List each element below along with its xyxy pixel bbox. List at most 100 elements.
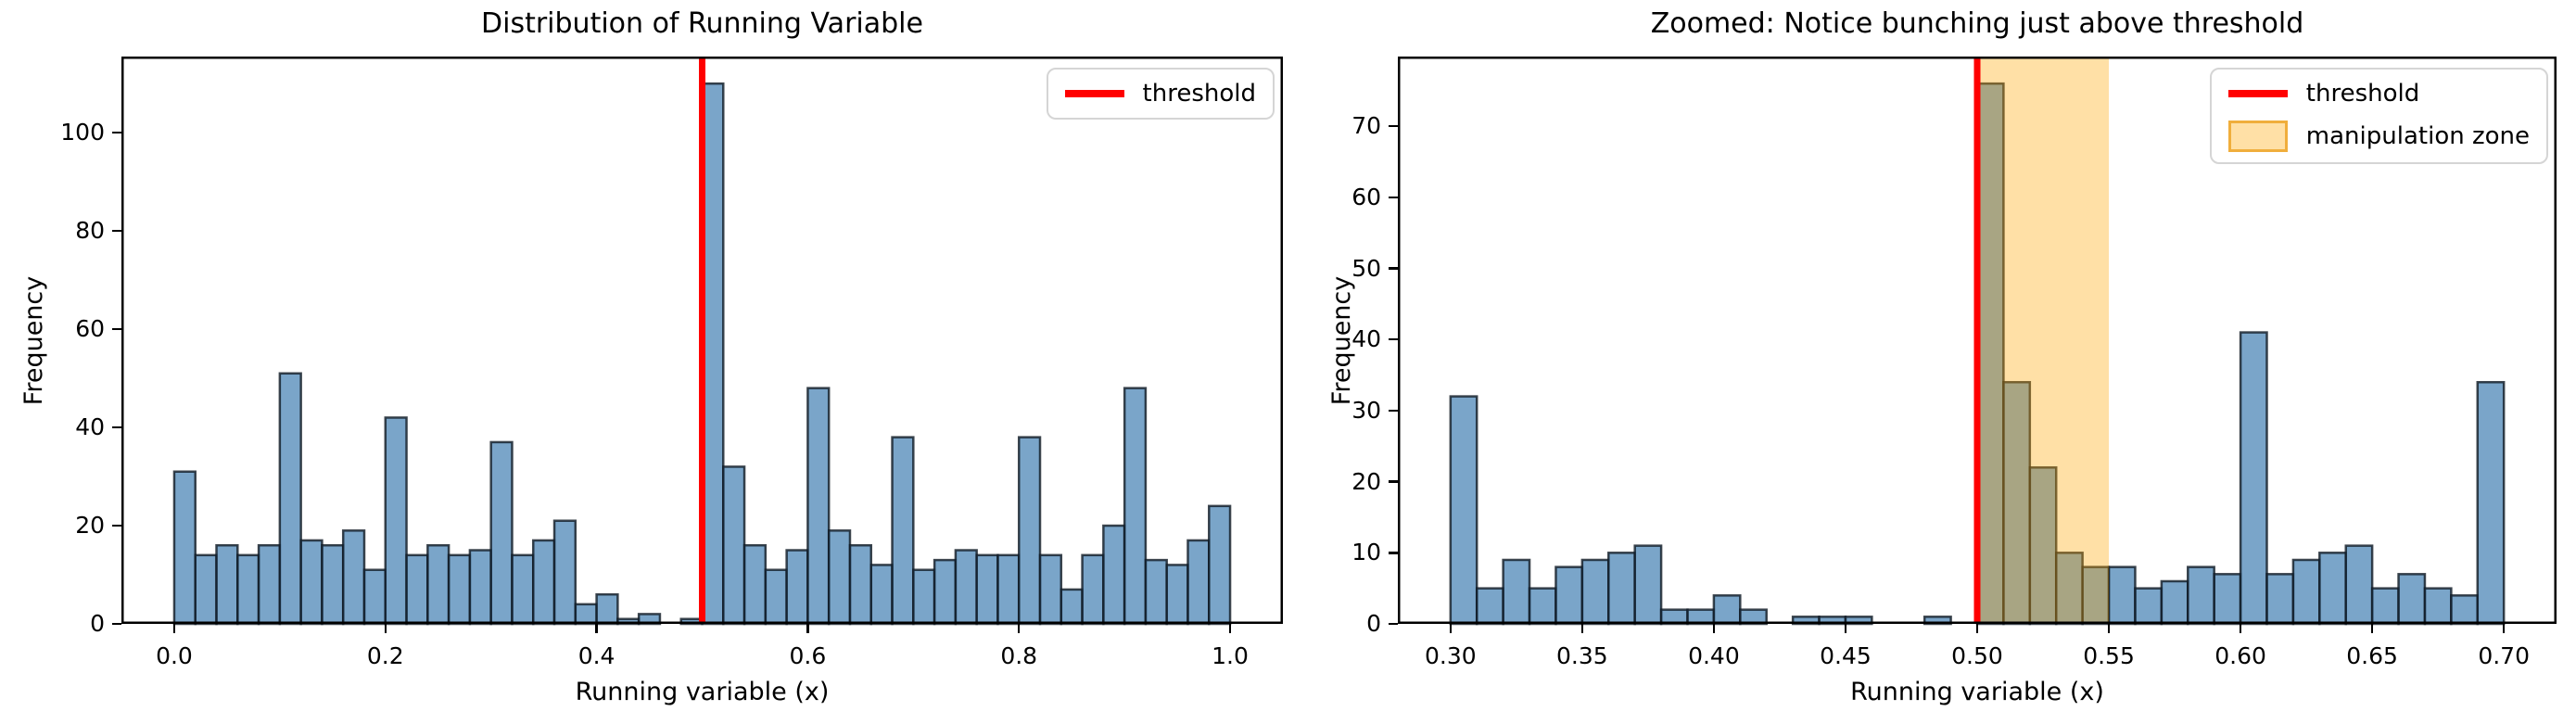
y-tick-label: 30 bbox=[1351, 396, 1381, 424]
plot-area bbox=[1398, 57, 2557, 626]
x-tick-label: 0.40 bbox=[1688, 642, 1740, 669]
histogram-bar bbox=[1554, 565, 1584, 626]
histogram-bar bbox=[341, 529, 366, 626]
manipulation-zone-swatch bbox=[2227, 121, 2288, 152]
y-tick-label: 50 bbox=[1351, 254, 1381, 282]
legend-label: threshold bbox=[1142, 80, 1256, 108]
histogram-bar bbox=[2081, 565, 2111, 626]
histogram-bar bbox=[2187, 565, 2215, 626]
y-tick-label: 40 bbox=[75, 413, 105, 441]
x-tick-mark bbox=[172, 624, 176, 633]
histogram-bar bbox=[574, 603, 598, 626]
histogram-bar bbox=[764, 568, 788, 626]
histogram-bar bbox=[1580, 558, 1610, 626]
histogram-bar bbox=[2002, 380, 2032, 626]
x-axis-label: Running variable (x) bbox=[1850, 678, 2104, 706]
y-tick-label: 60 bbox=[1351, 183, 1381, 210]
histogram-bar bbox=[215, 543, 239, 626]
histogram-bar bbox=[278, 372, 302, 626]
x-tick-label: 0.8 bbox=[1000, 642, 1038, 669]
histogram-bar bbox=[362, 568, 387, 626]
histogram-bar bbox=[2318, 552, 2347, 626]
legend-item-threshold: threshold bbox=[2227, 80, 2530, 108]
histogram-bar bbox=[2450, 594, 2480, 626]
x-tick-label: 0.45 bbox=[1820, 642, 1872, 669]
plot-title: Zoomed: Notice bunching just above thres… bbox=[1650, 7, 2304, 40]
histogram-bar bbox=[2344, 544, 2374, 626]
histogram-bar bbox=[1102, 524, 1126, 626]
plot-area bbox=[121, 57, 1283, 626]
histogram-bar bbox=[975, 553, 999, 626]
y-tick-label: 20 bbox=[1351, 467, 1381, 495]
x-tick-label: 0.55 bbox=[2083, 642, 2135, 669]
legend-label: manipulation zone bbox=[2305, 122, 2530, 150]
legend: threshold manipulation zone bbox=[2209, 68, 2548, 164]
x-tick-mark bbox=[595, 624, 598, 633]
histogram-bar bbox=[1060, 588, 1084, 626]
x-tick-mark bbox=[1017, 624, 1021, 633]
subplot-distribution: Distribution of Running Variable Frequen… bbox=[20, 7, 1283, 706]
histogram-bar bbox=[954, 549, 978, 626]
histogram-bar bbox=[785, 549, 809, 626]
histogram-bar bbox=[447, 553, 472, 626]
histogram-bar bbox=[2291, 558, 2321, 626]
histogram-bar bbox=[2423, 587, 2453, 626]
histogram-bar bbox=[891, 436, 915, 626]
y-tick-mark bbox=[1389, 409, 1398, 413]
histogram-bar bbox=[2134, 587, 2164, 626]
histogram-bar bbox=[2239, 331, 2268, 626]
axes-spines bbox=[1398, 57, 2557, 624]
histogram-bar bbox=[1449, 395, 1478, 626]
x-tick-label: 0.4 bbox=[577, 642, 615, 669]
y-tick-label: 20 bbox=[75, 512, 105, 540]
x-tick-mark bbox=[1975, 624, 1979, 633]
y-tick-mark bbox=[1389, 196, 1398, 199]
x-tick-label: 0.6 bbox=[789, 642, 827, 669]
y-tick-mark bbox=[112, 131, 121, 134]
x-tick-label: 0.70 bbox=[2478, 642, 2530, 669]
histogram-bar bbox=[1038, 553, 1063, 626]
histogram-bar bbox=[1186, 539, 1211, 626]
histogram-bar bbox=[321, 543, 345, 626]
x-tick-mark bbox=[2370, 624, 2374, 633]
x-tick-mark bbox=[2239, 624, 2242, 633]
manipulation-zone bbox=[1977, 57, 2110, 624]
x-tick-label: 0.65 bbox=[2346, 642, 2398, 669]
histogram-bar bbox=[912, 568, 936, 626]
x-tick-mark bbox=[806, 624, 809, 633]
y-tick-mark bbox=[112, 622, 121, 626]
histogram-bar bbox=[384, 416, 408, 626]
x-axis-label: Running variable (x) bbox=[575, 678, 830, 706]
histogram-bar bbox=[2397, 573, 2427, 626]
x-tick-label: 0.35 bbox=[1556, 642, 1608, 669]
x-tick-mark bbox=[2107, 624, 2111, 633]
histogram-bar bbox=[552, 519, 577, 626]
histogram-bar bbox=[722, 465, 746, 626]
y-tick-mark bbox=[112, 524, 121, 527]
histogram-bar bbox=[1017, 436, 1042, 626]
histogram-bar bbox=[405, 553, 429, 626]
histogram-bar bbox=[2370, 587, 2400, 626]
histogram-bar bbox=[489, 440, 514, 626]
y-tick-mark bbox=[112, 327, 121, 331]
histogram-bar bbox=[1712, 594, 1742, 626]
histogram-bar bbox=[1081, 553, 1105, 626]
y-tick-mark bbox=[1389, 480, 1398, 483]
legend-item-threshold: threshold bbox=[1064, 80, 1256, 108]
x-tick-label: 0.30 bbox=[1424, 642, 1477, 669]
histogram-bar bbox=[996, 553, 1021, 626]
y-tick-mark bbox=[112, 229, 121, 233]
x-tick-mark bbox=[1844, 624, 1847, 633]
x-tick-label: 0.60 bbox=[2214, 642, 2266, 669]
histogram-bar bbox=[595, 592, 619, 626]
histogram-bar bbox=[1144, 558, 1168, 626]
legend-item-manipulation-zone: manipulation zone bbox=[2227, 121, 2530, 152]
x-tick-mark bbox=[1228, 624, 1232, 633]
plot-canvas bbox=[1398, 57, 2557, 626]
histogram-bar bbox=[236, 553, 260, 626]
legend: threshold bbox=[1046, 68, 1275, 120]
histogram-bar bbox=[194, 553, 218, 626]
y-tick-mark bbox=[1389, 622, 1398, 626]
plot-title: Distribution of Running Variable bbox=[481, 7, 923, 40]
histogram-bar bbox=[426, 543, 450, 626]
